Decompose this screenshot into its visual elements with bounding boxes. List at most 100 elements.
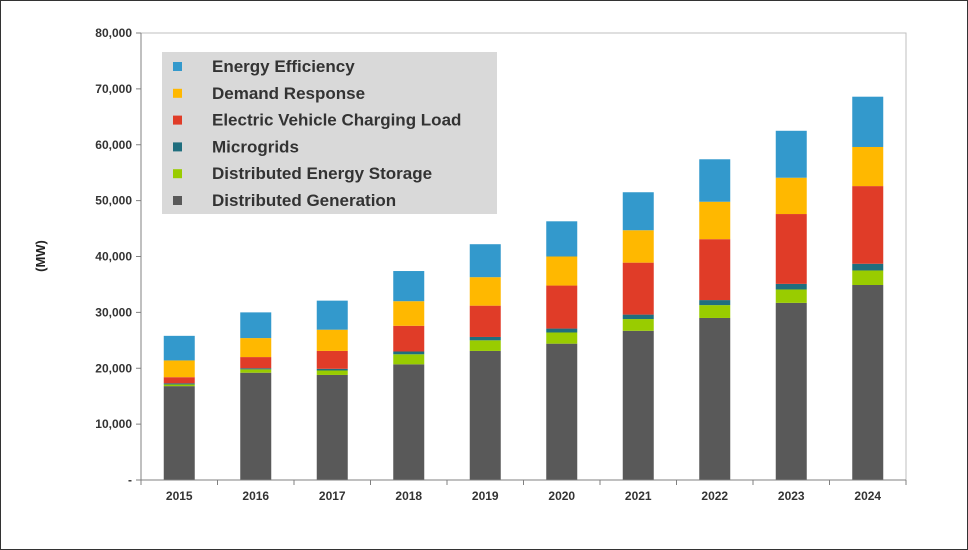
bar-segment-distributed-energy-storage-2022	[699, 305, 731, 318]
bar-segment-distributed-generation-2020	[546, 343, 578, 480]
x-tick-label: 2017	[319, 489, 346, 503]
y-tick-label: 50,000	[95, 194, 132, 208]
bar-segment-demand-response-2022	[699, 201, 731, 240]
legend-item-demand-response: Demand Response	[173, 84, 365, 103]
bar-segment-distributed-energy-storage-2023	[775, 289, 807, 303]
bar-segment-microgrids-2018	[393, 351, 425, 355]
bar-segment-distributed-generation-2019	[469, 350, 501, 480]
y-tick-label: 60,000	[95, 138, 132, 152]
bar-segment-demand-response-2023	[775, 177, 807, 215]
legend-item-distributed-generation: Distributed Generation	[173, 191, 396, 210]
bar-segment-distributed-generation-2024	[852, 284, 884, 480]
y-tick-label: -	[128, 473, 132, 487]
bar-segment-energy-efficiency-2020	[546, 221, 578, 257]
bar-segment-microgrids-2017	[316, 368, 348, 371]
x-tick-label: 2023	[778, 489, 805, 503]
y-tick-label: 10,000	[95, 417, 132, 431]
legend-swatch	[173, 88, 182, 98]
legend-swatch	[173, 62, 182, 71]
bar-segment-distributed-energy-storage-2019	[469, 340, 501, 351]
bar-segment-microgrids-2019	[469, 336, 501, 341]
bar-segment-distributed-generation-2016	[240, 372, 272, 480]
bar-segment-microgrids-2015	[163, 383, 195, 385]
bar-segment-electric-vehicle-charging-load-2017	[316, 350, 348, 369]
bar-segment-distributed-energy-storage-2018	[393, 354, 425, 365]
legend-swatch	[173, 196, 182, 205]
bar-segment-distributed-generation-2023	[775, 302, 807, 480]
bar-segment-energy-efficiency-2015	[163, 335, 195, 361]
bar-segment-distributed-energy-storage-2017	[316, 370, 348, 375]
bar-segment-distributed-energy-storage-2015	[163, 384, 195, 387]
bar-segment-electric-vehicle-charging-load-2019	[469, 305, 501, 337]
bar-segment-electric-vehicle-charging-load-2023	[775, 214, 807, 284]
bar-segment-electric-vehicle-charging-load-2018	[393, 325, 425, 352]
bar-stack-2019	[469, 244, 501, 480]
legend-label: Energy Efficiency	[212, 57, 355, 76]
bar-segment-energy-efficiency-2021	[622, 192, 654, 231]
bar-segment-demand-response-2021	[622, 230, 654, 263]
bar-segment-electric-vehicle-charging-load-2015	[163, 377, 195, 384]
bar-segment-electric-vehicle-charging-load-2020	[546, 285, 578, 329]
bar-stack-2016	[240, 312, 272, 480]
legend-swatch	[173, 115, 182, 125]
bar-segment-distributed-energy-storage-2016	[240, 369, 272, 373]
bar-segment-demand-response-2015	[163, 360, 195, 378]
x-tick-label: 2015	[166, 489, 193, 503]
bar-segment-microgrids-2024	[852, 263, 884, 271]
bar-segment-energy-efficiency-2018	[393, 271, 425, 302]
bar-segment-microgrids-2023	[775, 283, 807, 290]
legend-item-energy-efficiency: Energy Efficiency	[173, 57, 355, 76]
y-tick-label: 70,000	[95, 82, 132, 96]
bar-segment-energy-efficiency-2024	[852, 96, 884, 147]
bar-segment-distributed-generation-2022	[699, 317, 731, 480]
legend-swatch	[173, 169, 182, 179]
bar-stack-2017	[316, 300, 348, 480]
bar-stack-2015	[163, 335, 195, 480]
legend-label: Distributed Generation	[212, 191, 396, 210]
x-tick-label: 2024	[854, 489, 881, 503]
bar-segment-demand-response-2017	[316, 329, 348, 351]
bar-segment-energy-efficiency-2023	[775, 130, 807, 178]
bar-segment-demand-response-2016	[240, 338, 272, 358]
bar-segment-energy-efficiency-2022	[699, 159, 731, 202]
legend-box	[162, 52, 497, 214]
legend: Energy Efficiency Demand Response Electric…	[162, 52, 497, 214]
bar-segment-microgrids-2021	[622, 314, 654, 320]
bar-stack-2020	[546, 221, 578, 480]
legend-item-microgrids: Microgrids	[173, 137, 299, 156]
bar-segment-electric-vehicle-charging-load-2021	[622, 262, 654, 315]
legend-label: Microgrids	[212, 137, 299, 156]
y-tick-label: 30,000	[95, 305, 132, 319]
x-tick-label: 2021	[625, 489, 652, 503]
bar-segment-distributed-generation-2021	[622, 330, 654, 480]
y-tick-label: 80,000	[95, 26, 132, 40]
x-tick-label: 2019	[472, 489, 499, 503]
bar-segment-demand-response-2019	[469, 277, 501, 306]
bar-segment-energy-efficiency-2016	[240, 312, 272, 339]
legend-item-electric-vehicle-charging-load: Electric Vehicle Charging Load	[173, 111, 461, 130]
bar-segment-microgrids-2020	[546, 328, 578, 333]
bar-stack-2018	[393, 271, 425, 480]
bar-segment-microgrids-2016	[240, 368, 272, 370]
bar-stack-2022	[699, 159, 731, 480]
bar-segment-distributed-energy-storage-2021	[622, 319, 654, 331]
bar-stack-2024	[852, 96, 884, 480]
x-tick-label: 2022	[701, 489, 728, 503]
x-tick-label: 2018	[395, 489, 422, 503]
legend-label: Demand Response	[212, 84, 365, 103]
bar-segment-microgrids-2022	[699, 300, 731, 306]
bar-segment-demand-response-2024	[852, 146, 884, 187]
y-axis-label: (MW)	[33, 240, 48, 272]
legend-item-distributed-energy-storage: Distributed Energy Storage	[173, 164, 432, 183]
axes: - 10,000 20,000 30,000 40,000 50,000 60,000 70,…	[95, 26, 907, 503]
bar-segment-energy-efficiency-2017	[316, 300, 348, 330]
bar-segment-demand-response-2020	[546, 256, 578, 286]
bar-segment-energy-efficiency-2019	[469, 244, 501, 278]
bar-segment-distributed-generation-2018	[393, 364, 425, 480]
x-tick-label: 2020	[548, 489, 575, 503]
legend-label: Distributed Energy Storage	[212, 164, 432, 183]
bar-stack-2023	[775, 130, 807, 480]
bar-segment-distributed-energy-storage-2024	[852, 270, 884, 285]
